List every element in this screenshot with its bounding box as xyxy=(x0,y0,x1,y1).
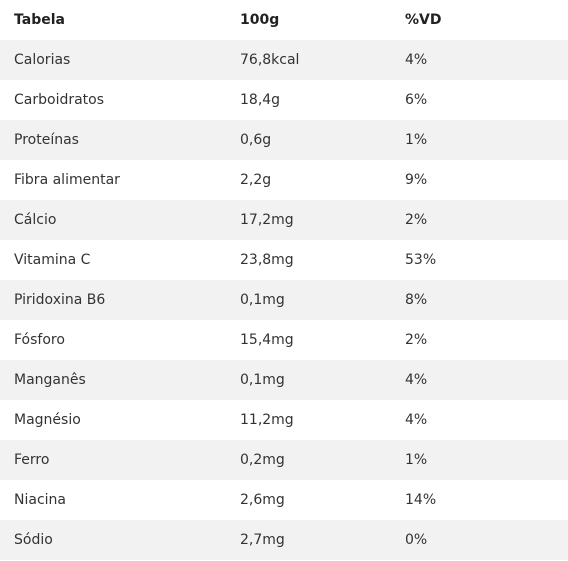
header-row: Tabela 100g %VD xyxy=(0,0,568,40)
amount-cell: 76,8kcal xyxy=(226,40,391,80)
amount-cell: 23,8mg xyxy=(226,240,391,280)
amount-cell: 0,2mg xyxy=(226,440,391,480)
nutrient-cell: Carboidratos xyxy=(0,80,226,120)
daily-value-cell: 1% xyxy=(391,120,568,160)
nutrient-cell: Proteínas xyxy=(0,120,226,160)
table-row: Magnésio 11,2mg 4% xyxy=(0,400,568,440)
table-row: Fósforo 15,4mg 2% xyxy=(0,320,568,360)
daily-value-cell: 8% xyxy=(391,280,568,320)
daily-value-cell: 9% xyxy=(391,160,568,200)
table-row: Sódio 2,7mg 0% xyxy=(0,520,568,560)
daily-value-cell: 1% xyxy=(391,440,568,480)
table-row: Calorias 76,8kcal 4% xyxy=(0,40,568,80)
nutrient-cell: Sódio xyxy=(0,520,226,560)
amount-cell: 0,1mg xyxy=(226,280,391,320)
table-header: Tabela 100g %VD xyxy=(0,0,568,40)
amount-cell: 2,7mg xyxy=(226,520,391,560)
daily-value-cell: 14% xyxy=(391,480,568,520)
nutrient-cell: Manganês xyxy=(0,360,226,400)
table-row: Niacina 2,6mg 14% xyxy=(0,480,568,520)
table-row: Vitamina C 23,8mg 53% xyxy=(0,240,568,280)
daily-value-cell: 2% xyxy=(391,200,568,240)
table-row: Cálcio 17,2mg 2% xyxy=(0,200,568,240)
table-row: Ferro 0,2mg 1% xyxy=(0,440,568,480)
table-row: Piridoxina B6 0,1mg 8% xyxy=(0,280,568,320)
header-amount: 100g xyxy=(240,12,280,28)
daily-value-cell: 0% xyxy=(391,520,568,560)
amount-cell: 11,2mg xyxy=(226,400,391,440)
amount-cell: 0,1mg xyxy=(226,360,391,400)
amount-cell: 0,6g xyxy=(226,120,391,160)
amount-cell: 18,4g xyxy=(226,80,391,120)
daily-value-cell: 4% xyxy=(391,40,568,80)
daily-value-cell: 53% xyxy=(391,240,568,280)
table-row: Manganês 0,1mg 4% xyxy=(0,360,568,400)
daily-value-cell: 4% xyxy=(391,400,568,440)
table-row: Carboidratos 18,4g 6% xyxy=(0,80,568,120)
nutrient-cell: Cálcio xyxy=(0,200,226,240)
header-daily-value: %VD xyxy=(405,12,442,28)
nutrient-cell: Fósforo xyxy=(0,320,226,360)
table-row: Fibra alimentar 2,2g 9% xyxy=(0,160,568,200)
daily-value-cell: 4% xyxy=(391,360,568,400)
nutrient-cell: Fibra alimentar xyxy=(0,160,226,200)
daily-value-cell: 2% xyxy=(391,320,568,360)
amount-cell: 2,2g xyxy=(226,160,391,200)
amount-cell: 17,2mg xyxy=(226,200,391,240)
header-nutrient: Tabela xyxy=(14,12,65,28)
nutrient-cell: Ferro xyxy=(0,440,226,480)
nutrient-cell: Piridoxina B6 xyxy=(0,280,226,320)
nutrient-cell: Niacina xyxy=(0,480,226,520)
nutrient-cell: Magnésio xyxy=(0,400,226,440)
daily-value-cell: 6% xyxy=(391,80,568,120)
nutrient-cell: Calorias xyxy=(0,40,226,80)
amount-cell: 2,6mg xyxy=(226,480,391,520)
table-row: Proteínas 0,6g 1% xyxy=(0,120,568,160)
table-body: Calorias 76,8kcal 4% Carboidratos 18,4g … xyxy=(0,40,568,560)
nutrient-cell: Vitamina C xyxy=(0,240,226,280)
amount-cell: 15,4mg xyxy=(226,320,391,360)
